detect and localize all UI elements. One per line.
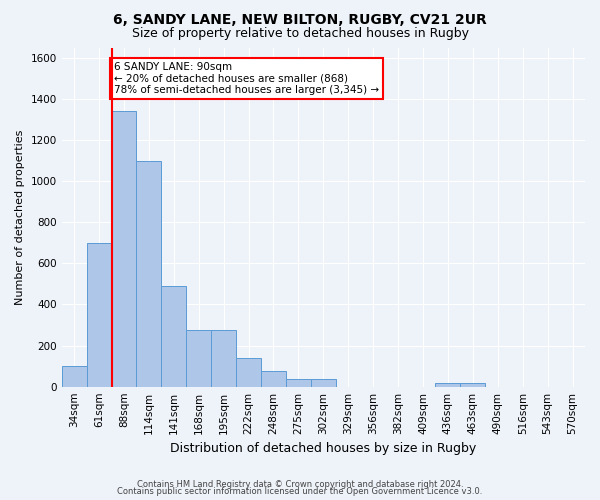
Bar [286, 380, 311, 386]
Bar [436, 382, 460, 386]
Bar [311, 380, 336, 386]
Y-axis label: Number of detached properties: Number of detached properties [15, 130, 25, 305]
Bar [112, 111, 136, 386]
X-axis label: Distribution of detached houses by size in Rugby: Distribution of detached houses by size … [170, 442, 476, 455]
Bar [62, 366, 86, 386]
Bar [186, 330, 211, 386]
Bar [236, 358, 261, 386]
Bar [161, 286, 186, 386]
Bar [211, 330, 236, 386]
Bar [136, 160, 161, 386]
Text: 6, SANDY LANE, NEW BILTON, RUGBY, CV21 2UR: 6, SANDY LANE, NEW BILTON, RUGBY, CV21 2… [113, 12, 487, 26]
Bar [460, 382, 485, 386]
Text: 6 SANDY LANE: 90sqm
← 20% of detached houses are smaller (868)
78% of semi-detac: 6 SANDY LANE: 90sqm ← 20% of detached ho… [114, 62, 379, 95]
Text: Contains HM Land Registry data © Crown copyright and database right 2024.: Contains HM Land Registry data © Crown c… [137, 480, 463, 489]
Text: Size of property relative to detached houses in Rugby: Size of property relative to detached ho… [131, 28, 469, 40]
Bar [86, 243, 112, 386]
Text: Contains public sector information licensed under the Open Government Licence v3: Contains public sector information licen… [118, 488, 482, 496]
Bar [261, 372, 286, 386]
